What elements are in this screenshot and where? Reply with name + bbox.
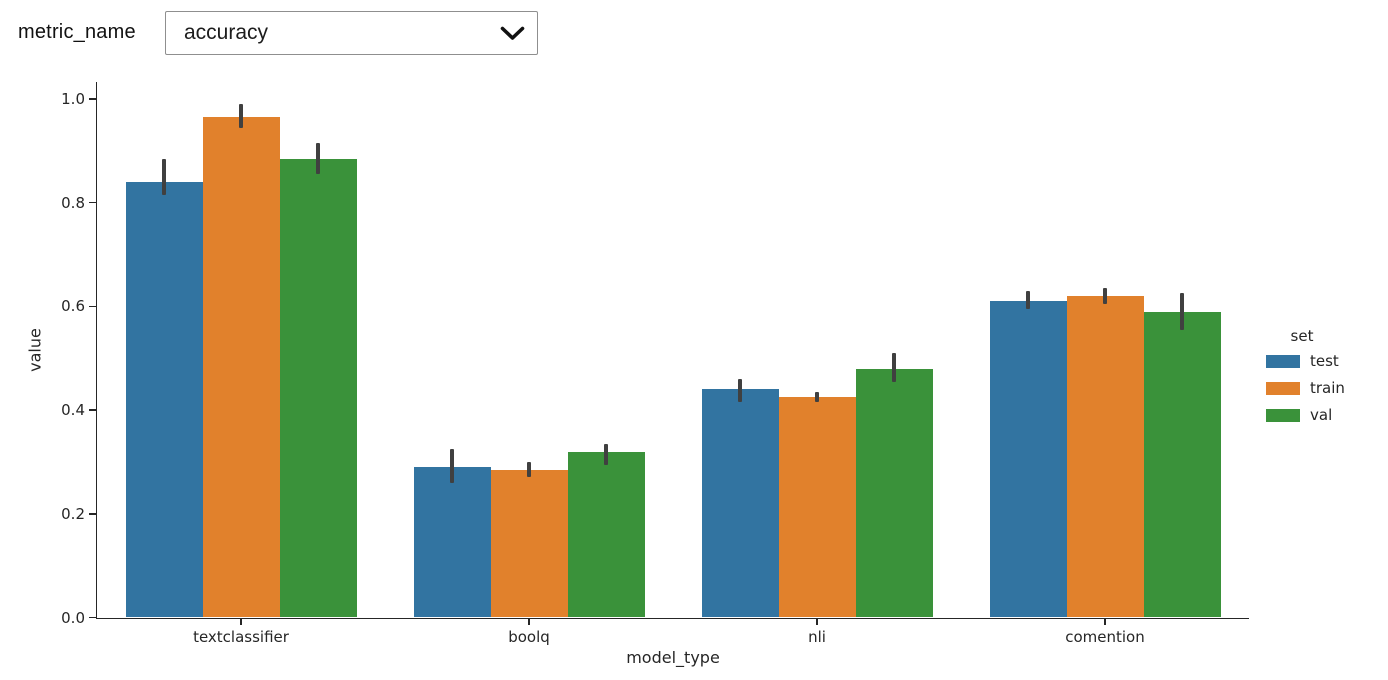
y-tick-mark xyxy=(89,409,97,411)
legend-label: val xyxy=(1310,406,1333,424)
metric-name-label: metric_name xyxy=(18,21,136,43)
y-tick-label: 0.2 xyxy=(61,504,85,523)
bar-val-comention xyxy=(1143,311,1221,618)
error-bar xyxy=(892,353,896,382)
x-tick-mark xyxy=(528,619,530,625)
y-tick-mark xyxy=(89,201,97,204)
bar-test-comention xyxy=(989,301,1067,618)
chevron-down-icon xyxy=(500,26,525,41)
bar-train-comention xyxy=(1066,296,1144,618)
error-bar xyxy=(1026,290,1030,309)
y-axis-label: value xyxy=(25,328,45,372)
dropdown-selected-value: accuracy xyxy=(184,21,269,44)
legend-swatch-val xyxy=(1266,408,1300,422)
bar-test-boolq xyxy=(413,467,491,618)
y-tick-mark xyxy=(89,305,97,308)
x-axis-label: model_type xyxy=(626,648,720,667)
legend-swatch-train xyxy=(1266,381,1300,395)
error-bar xyxy=(527,461,531,478)
y-tick-mark xyxy=(89,616,97,619)
bar-train-nli xyxy=(778,397,856,618)
error-bar xyxy=(1103,288,1107,304)
x-tick-label: textclassifier xyxy=(193,627,289,646)
error-bar xyxy=(1180,293,1184,330)
bar-val-boolq xyxy=(567,451,645,618)
legend-item-train: train xyxy=(1266,379,1366,397)
x-tick-label: boolq xyxy=(508,627,550,646)
bar-train-textclassifier xyxy=(202,117,280,618)
x-tick-mark xyxy=(1104,619,1106,625)
error-bar xyxy=(162,158,166,195)
legend-item-test: test xyxy=(1266,352,1366,370)
error-bar xyxy=(316,143,320,175)
metric-name-dropdown[interactable]: accuracy xyxy=(165,11,538,55)
x-tick-label: comention xyxy=(1065,627,1145,646)
legend-title: set xyxy=(1290,327,1314,345)
legend-label: train xyxy=(1310,379,1345,397)
error-bar xyxy=(815,391,819,403)
x-tick-mark xyxy=(816,619,818,625)
error-bar xyxy=(450,448,454,483)
bar-test-textclassifier xyxy=(125,181,203,618)
x-tick-mark xyxy=(240,619,242,625)
legend-item-val: val xyxy=(1266,406,1366,424)
bar-train-boolq xyxy=(490,469,568,618)
x-tick-label: nli xyxy=(808,627,826,646)
y-tick-mark xyxy=(89,513,97,515)
legend: set test train val xyxy=(1266,327,1366,433)
y-tick-label: 1.0 xyxy=(61,90,85,108)
y-tick-mark xyxy=(89,98,97,100)
y-tick-label: 0.8 xyxy=(61,193,85,212)
bar-val-textclassifier xyxy=(279,158,357,618)
legend-swatch-test xyxy=(1266,354,1300,368)
error-bar xyxy=(738,378,742,403)
y-axis-spine xyxy=(95,82,97,619)
bar-test-nli xyxy=(701,389,779,618)
y-tick-label: 0.4 xyxy=(61,401,85,420)
bar-val-nli xyxy=(855,368,933,618)
legend-label: test xyxy=(1310,352,1339,370)
error-bar xyxy=(239,104,243,128)
x-axis-spine xyxy=(95,617,1249,619)
y-tick-label: 0.6 xyxy=(61,297,85,316)
y-tick-label: 0.0 xyxy=(61,608,85,627)
error-bar xyxy=(604,443,608,465)
